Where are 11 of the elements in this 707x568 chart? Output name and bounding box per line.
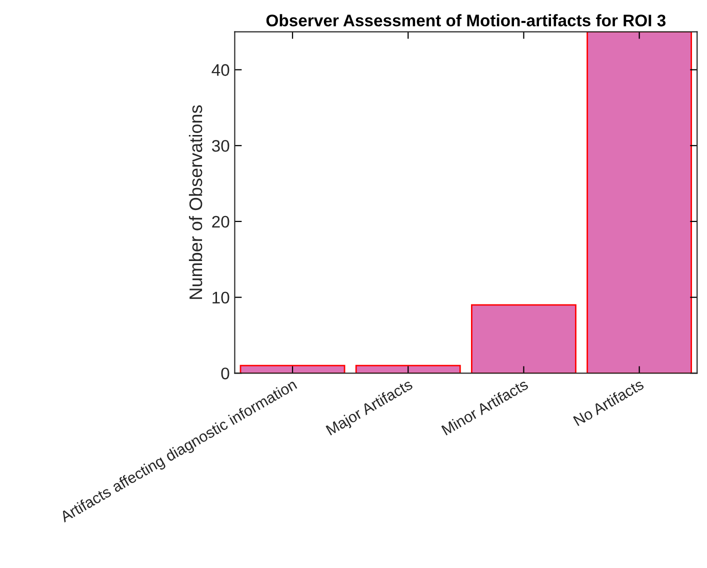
bar xyxy=(586,32,692,374)
y-axis-title: Number of Observations xyxy=(188,105,202,299)
y-tick-label: 40 xyxy=(212,64,230,76)
y-tick-label: 20 xyxy=(212,216,230,228)
bar xyxy=(240,364,346,374)
bar xyxy=(355,364,461,374)
y-tick-label: 0 xyxy=(221,368,230,380)
y-tick-label: 30 xyxy=(212,140,230,152)
bar xyxy=(471,304,576,374)
y-tick-label: 10 xyxy=(212,292,230,304)
chart-title: Observer Assessment of Motion-artifacts for ROI 3 xyxy=(266,14,666,26)
